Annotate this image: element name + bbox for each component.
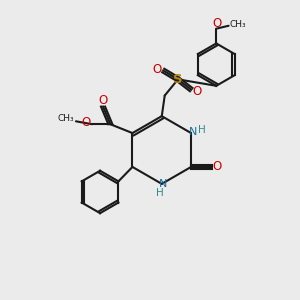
Text: H: H (155, 188, 163, 198)
Text: O: O (82, 116, 91, 129)
Text: O: O (98, 94, 108, 107)
Text: N: N (159, 179, 167, 190)
Text: CH₃: CH₃ (230, 20, 246, 29)
Text: O: O (153, 62, 162, 76)
Text: O: O (193, 85, 202, 98)
Text: O: O (212, 17, 221, 30)
Text: S: S (173, 73, 183, 86)
Text: O: O (212, 160, 222, 173)
Text: H: H (198, 124, 206, 134)
Text: CH₃: CH₃ (57, 114, 74, 123)
Text: N: N (188, 128, 197, 137)
